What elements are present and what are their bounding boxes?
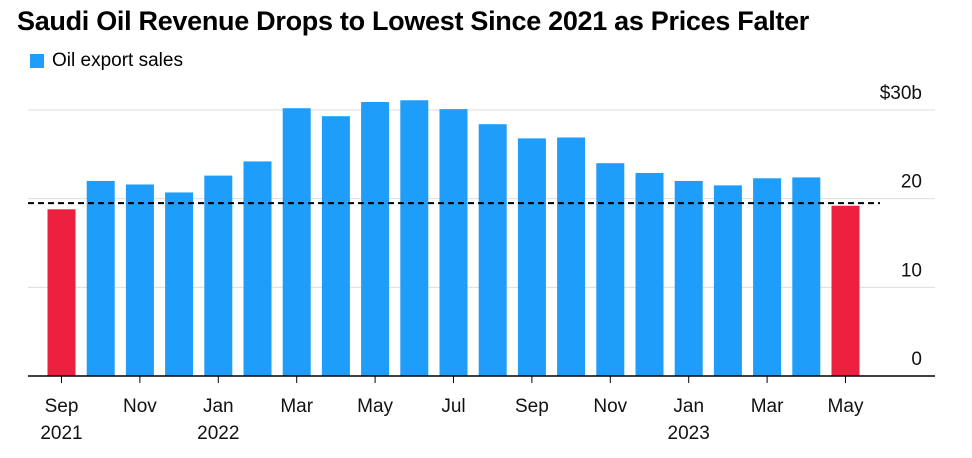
x-tick-label-10: Jul [441, 396, 465, 417]
bar-10 [439, 109, 468, 376]
chart-title: Saudi Oil Revenue Drops to Lowest Since … [17, 6, 810, 36]
bar-6 [282, 108, 311, 376]
bar-4 [204, 175, 233, 376]
bar-11 [478, 124, 507, 376]
y-tick-label-1: 10 [901, 260, 922, 281]
bar-7 [321, 116, 350, 376]
x-tick-label-6: Mar [280, 396, 313, 417]
bar-5 [243, 161, 272, 376]
bar-13 [557, 137, 586, 376]
x-tick-year-4: 2022 [197, 423, 239, 444]
x-tick-label-16: Jan [673, 396, 704, 417]
x-tick-year-16: 2023 [668, 423, 710, 444]
bar-12 [517, 138, 546, 376]
x-tick-label-8: May [357, 396, 393, 417]
y-tick-label-0: 0 [911, 349, 922, 370]
y-tick-label-2: 20 [901, 172, 922, 193]
bar-1 [86, 180, 115, 376]
x-tick-label-20: May [828, 396, 864, 417]
legend-label-oil-export-sales: Oil export sales [52, 50, 183, 71]
x-tick-label-4: Jan [203, 396, 234, 417]
bar-2 [125, 184, 154, 376]
bar-19 [792, 177, 821, 376]
bar-9 [400, 100, 429, 376]
y-tick-label-3: $30b [880, 83, 922, 104]
x-tick-year-0: 2021 [40, 423, 82, 444]
x-tick-label-18: Mar [751, 396, 784, 417]
x-tick-label-0: Sep [45, 396, 79, 417]
x-tick-label-14: Nov [593, 396, 627, 417]
bar-18 [753, 178, 782, 376]
bar-highlight-20 [831, 205, 860, 376]
x-tick-label-12: Sep [515, 396, 549, 417]
legend-swatch-oil-export-sales [30, 54, 44, 68]
bar-17 [713, 185, 742, 376]
bar-3 [165, 192, 194, 376]
bar-16 [674, 180, 703, 376]
bar-highlight-0 [47, 209, 76, 376]
bar-15 [635, 172, 664, 376]
bar-14 [596, 163, 625, 376]
chart-legend: Oil export sales [30, 50, 183, 72]
bar-8 [361, 102, 390, 377]
x-tick-label-2: Nov [123, 396, 157, 417]
